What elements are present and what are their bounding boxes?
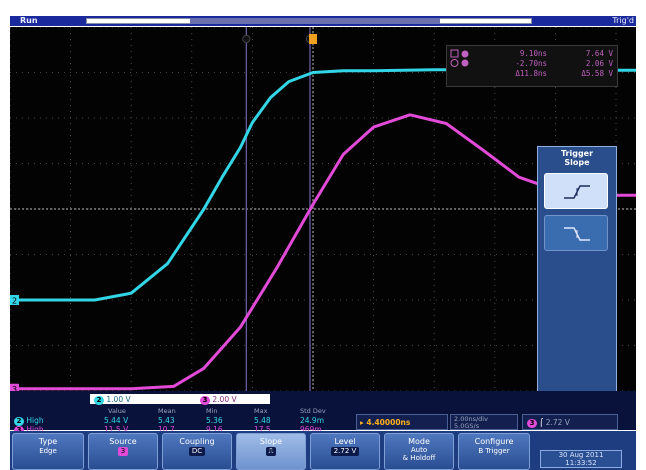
date-time-display: 30 Aug 2011 11:33:52 (540, 450, 622, 468)
meas-ch3-min: 9.16 (206, 425, 223, 434)
ch2-badge: 2 (94, 396, 104, 405)
meas-ch2-stddev: 24.9m (300, 416, 325, 425)
cursor-time-delta: Δ11.8ns (515, 69, 547, 78)
cursor-readout-box: 9.10ns -2.70ns Δ11.8ns 7.64 V 2.06 V Δ5.… (446, 45, 618, 87)
horizontal-position-box[interactable]: ▸ 4.40000ns (356, 414, 448, 430)
meas-row-ch2-name: High (26, 416, 44, 425)
ch3-volts-per-div: 2.00 V (212, 395, 237, 404)
meas-header-min: Min (206, 407, 218, 415)
ground-marker-label-ch2: 2 (12, 297, 17, 306)
side-menu-title: Trigger Slope (538, 149, 616, 167)
coupling-button-label: Coupling (179, 437, 215, 446)
rising-edge-icon (564, 185, 590, 199)
meas-header-mean: Mean (158, 407, 176, 415)
mode-button-holdoff: & Holdoff (402, 454, 436, 462)
slope-button-value: ⎍ (265, 447, 277, 456)
meas-ch2-value: 5.44 V (104, 416, 129, 425)
source-button[interactable]: Source 3 (88, 433, 158, 470)
horizontal-position: ▸ 4.40000ns (360, 418, 410, 427)
meas-row-ch3-badge: 3 (14, 426, 24, 435)
record-view-window (190, 18, 440, 24)
meas-ch3-max: 17.5 (254, 425, 271, 434)
meas-ch2-mean: 5.43 (158, 416, 175, 425)
trigger-position-marker (309, 34, 317, 44)
sample-rate: 5.0GS/s (454, 422, 480, 430)
timebase-box[interactable]: 2.00ns/div 5.0GS/s (450, 414, 518, 430)
level-button-label: Level (334, 437, 356, 446)
meas-row-ch2-badge: 2 (14, 417, 24, 426)
meas-header-value: Value (108, 407, 126, 415)
run-status: Run (20, 16, 38, 25)
cursor-volt-b: 2.06 V (585, 59, 613, 68)
side-menu-title-line2: Slope (564, 158, 590, 167)
slope-button-label: Slope (259, 437, 283, 446)
ch2-scale[interactable]: 2 1.00 V (94, 395, 131, 405)
falling-slope-button[interactable] (544, 215, 608, 251)
type-button-label: Type (38, 437, 58, 446)
mode-button-label: Mode (408, 437, 430, 446)
cursor-time-a: 9.10ns (519, 49, 547, 58)
mode-button[interactable]: Mode Auto & Holdoff (384, 433, 454, 470)
cursor-volt-delta: Δ5.58 V (581, 69, 613, 78)
time-text: 11:33:52 (565, 459, 597, 467)
meas-row-ch3-name: High (26, 425, 44, 434)
trigger-arrow-icon: ▸ (360, 418, 364, 427)
source-button-label: Source (109, 437, 137, 446)
cursor-handle-a (242, 34, 251, 44)
level-button[interactable]: Level 2.72 V (310, 433, 380, 470)
configure-button-label: Configure (474, 437, 514, 446)
falling-edge-icon (564, 227, 590, 241)
meas-ch3-value: 11.5 V (104, 425, 129, 434)
ground-marker-ch2 (10, 295, 19, 305)
meas-header-stddev: Std Dev (300, 407, 326, 415)
ground-marker-ch3 (10, 383, 19, 391)
slope-button[interactable]: Slope ⎍ (236, 433, 306, 470)
source-button-value: 3 (117, 447, 129, 456)
configure-b-trigger-button[interactable]: Configure B Trigger (458, 433, 530, 470)
ch2-volts-per-div: 1.00 V (106, 395, 131, 404)
date-text: 30 Aug 2011 (558, 451, 604, 459)
ch3-scale[interactable]: 3 2.00 V (200, 395, 237, 405)
ch3-badge: 3 (200, 396, 210, 405)
channel-scale-bar (90, 394, 270, 404)
time-per-div: 2.00ns/div (454, 415, 488, 423)
trigger-readout-box[interactable]: 3 ⌠ 2.72 V (522, 414, 618, 430)
trigger-status: Trig'd (612, 16, 634, 25)
meas-ch3-mean: 10.7 (158, 425, 175, 434)
meas-ch3-stddev: 969m (300, 425, 322, 434)
cursor-time-b: -2.70ns (515, 59, 547, 68)
cursor-volt-a: 7.64 V (585, 49, 613, 58)
coupling-button-value: DC (188, 447, 206, 456)
coupling-button[interactable]: Coupling DC (162, 433, 232, 470)
trigger-source-badge: 3 (527, 419, 537, 428)
meas-row-ch3-label: 3 High (14, 425, 44, 435)
level-button-value: 2.72 V (330, 447, 360, 456)
configure-button-value: B Trigger (478, 447, 510, 455)
horizontal-delay: 4.40000ns (366, 418, 411, 427)
type-button-value: Edge (39, 447, 57, 455)
trigger-readout: 3 ⌠ 2.72 V (527, 418, 570, 428)
meas-row-ch2-label: 2 High (14, 416, 44, 426)
meas-ch2-max: 5.48 (254, 416, 271, 425)
type-button[interactable]: Type Edge (12, 433, 84, 470)
cursor-icon (450, 49, 469, 67)
side-menu-title-line1: Trigger (560, 149, 594, 158)
trigger-edge-icon: ⌠ (539, 418, 544, 427)
rising-slope-button[interactable] (544, 173, 608, 209)
waveform-ch3 (10, 113, 636, 391)
trigger-slope-side-menu: Trigger Slope (537, 146, 617, 400)
trigger-level-readout: 2.72 V (545, 418, 570, 427)
mode-button-value: Auto (410, 446, 428, 454)
meas-header-max: Max (254, 407, 268, 415)
ground-marker-label-ch3: 3 (12, 385, 17, 391)
meas-ch2-min: 5.36 (206, 416, 223, 425)
